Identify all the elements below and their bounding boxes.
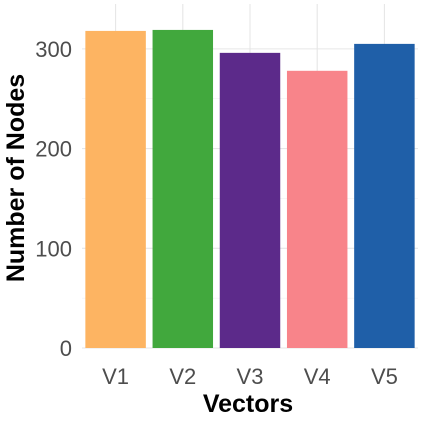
x-axis-title: Vectors — [203, 390, 293, 418]
bars — [85, 29, 415, 349]
y-tick-label: 300 — [35, 37, 72, 62]
y-tick-label: 0 — [60, 336, 72, 361]
x-tick-label: V3 — [237, 364, 264, 389]
y-axis-ticks: 0 100 200 300 — [35, 37, 72, 361]
bar-v2 — [152, 29, 214, 349]
x-axis-ticks: V1 V2 V3 V4 V5 — [102, 364, 398, 389]
bar-v5 — [354, 43, 415, 348]
bar-v1 — [85, 30, 146, 348]
x-tick-label: V5 — [371, 364, 398, 389]
y-tick-label: 200 — [35, 137, 72, 162]
y-axis-title: Number of Nodes — [2, 74, 30, 282]
y-tick-label: 100 — [35, 236, 72, 261]
x-tick-label: V4 — [304, 364, 331, 389]
x-tick-label: V1 — [102, 364, 129, 389]
x-tick-label: V2 — [169, 364, 196, 389]
bar-v4 — [286, 70, 348, 349]
bar-v3 — [219, 52, 281, 348]
